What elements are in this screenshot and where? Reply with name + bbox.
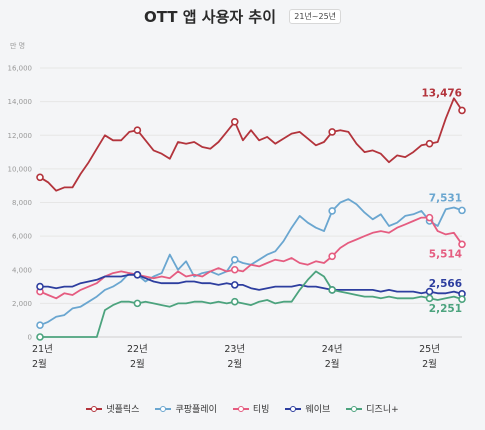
- legend-item: 쿠팡플레이: [155, 402, 217, 415]
- series-marker-0: [328, 128, 336, 136]
- y-unit-label: 만 명: [10, 41, 25, 50]
- legend-item: 티빙: [232, 402, 270, 415]
- series-marker-4: [328, 286, 336, 294]
- legend-swatch: [232, 404, 249, 414]
- series-line-0: [39, 97, 463, 192]
- legend-swatch-dot: [160, 405, 167, 412]
- series-marker-0: [425, 139, 434, 148]
- y-tick-label: 4,000: [12, 266, 32, 274]
- legend-swatch: [155, 404, 172, 414]
- y-tick-label: 12,000: [8, 132, 33, 140]
- x-tick-label-month: 2월: [32, 358, 47, 370]
- x-tick-label-year: 22년: [127, 344, 148, 355]
- series-marker-0: [230, 118, 239, 126]
- series-marker-1: [458, 206, 466, 215]
- y-tick-label: 16,000: [8, 65, 33, 73]
- legend-swatch: [346, 404, 363, 414]
- series-line-1: [39, 198, 463, 327]
- chart-title-text: OTT 앱 사용자 추이: [143, 8, 276, 26]
- legend-label: 쿠팡플레이: [175, 405, 217, 415]
- legend-item: 웨이브: [285, 402, 330, 415]
- y-tick-label: 8,000: [12, 199, 32, 207]
- series-marker-0: [36, 173, 44, 182]
- chart-legend: 넷플릭스 쿠팡플레이 티빙 웨이브 디즈니+: [0, 402, 485, 415]
- series-marker-1: [36, 321, 44, 330]
- legend-swatch-dot: [237, 405, 244, 412]
- x-tick-label-year: 24년: [322, 344, 343, 355]
- y-tick-label: 6,000: [12, 233, 32, 241]
- series-marker-4: [425, 294, 434, 303]
- series-marker-2: [458, 240, 466, 249]
- series-line-3: [40, 273, 463, 295]
- series-marker-4: [230, 297, 239, 306]
- legend-label: 디즈니+: [366, 405, 399, 415]
- legend-swatch-dot: [91, 405, 98, 412]
- series-marker-0: [133, 126, 142, 135]
- series-marker-4: [458, 295, 466, 303]
- legend-label: 넷플릭스: [106, 405, 140, 415]
- series-line-4: [40, 270, 463, 338]
- legend-swatch-dot: [290, 405, 297, 412]
- x-tick-label-month: 2월: [325, 358, 340, 370]
- x-tick-label-month: 2월: [130, 358, 145, 370]
- series-marker-1: [230, 255, 239, 264]
- series-marker-3: [36, 282, 44, 291]
- period-badge: 21년~25년: [289, 9, 342, 24]
- series-end-label: 13,476: [421, 87, 462, 99]
- y-tick-label: 2,000: [12, 300, 32, 308]
- legend-item: 넷플릭스: [86, 402, 139, 415]
- series-marker-1: [328, 207, 336, 215]
- legend-item: 디즈니+: [346, 402, 399, 415]
- series-marker-2: [328, 252, 336, 261]
- legend-swatch-dot: [351, 405, 358, 412]
- legend-label: 티빙: [252, 405, 270, 415]
- y-tick-label: 10,000: [8, 165, 33, 173]
- x-tick-label-year: 25년: [419, 344, 440, 355]
- series-end-label: 2,566: [429, 278, 462, 290]
- line-chart: 만 명 0 2,000 4,000 6,000 8,000 10,000 12,000 14,0…: [8, 41, 466, 370]
- series-marker-4: [36, 333, 44, 341]
- y-tick-label: 0: [28, 334, 32, 342]
- series-end-label: 7,531: [429, 192, 462, 204]
- series-marker-2: [425, 213, 434, 222]
- chart-title: OTT 앱 사용자 추이 21년~25년: [0, 6, 485, 27]
- series-marker-3: [230, 281, 239, 289]
- legend-label: 웨이브: [305, 405, 331, 415]
- series-marker-2: [230, 265, 239, 274]
- legend-swatch: [86, 404, 103, 414]
- series-marker-0: [458, 106, 466, 115]
- series-marker-4: [133, 299, 142, 308]
- series-marker-3: [133, 270, 142, 279]
- series-line-2: [39, 216, 463, 300]
- legend-swatch: [285, 404, 302, 414]
- series-end-label: 2,251: [429, 303, 462, 315]
- x-tick-label-year: 21년: [32, 344, 53, 355]
- x-tick-label-month: 2월: [227, 358, 242, 370]
- x-tick-label-month: 2월: [422, 358, 437, 370]
- x-tick-label-year: 23년: [224, 344, 245, 355]
- y-tick-label: 14,000: [8, 98, 33, 106]
- series-end-label: 5,514: [429, 248, 462, 260]
